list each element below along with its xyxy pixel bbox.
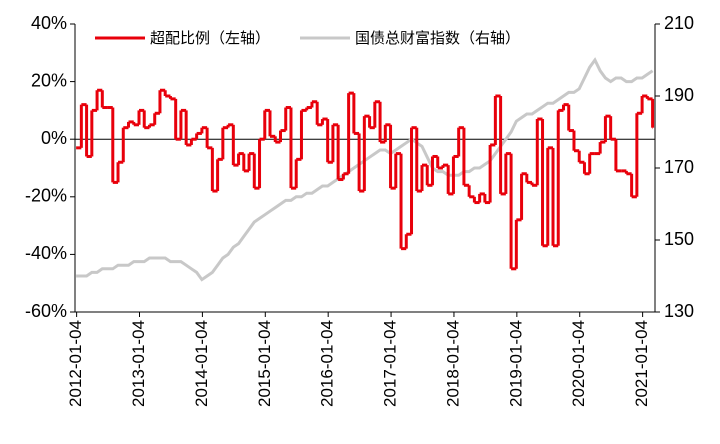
legend-label: 超配比例（左轴） <box>150 30 270 47</box>
y-tick-label: -40% <box>25 243 67 263</box>
y2-tick-label: 170 <box>664 157 694 177</box>
y-tick-label: 0% <box>41 128 67 148</box>
x-tick-label: 2012-01-04 <box>66 320 85 407</box>
series <box>76 88 655 271</box>
y2-tick-label: 130 <box>664 301 694 321</box>
y-tick-label: -60% <box>25 301 67 321</box>
x-tick-label: 2021-01-04 <box>632 320 651 407</box>
y-tick-label: 40% <box>31 13 67 33</box>
y2-tick-label: 210 <box>664 13 694 33</box>
x-tick-label: 2015-01-04 <box>255 320 274 407</box>
x-tick-label: 2016-01-04 <box>318 320 337 407</box>
y-tick-label: -20% <box>25 186 67 206</box>
legend-label: 国债总财富指数（右轴） <box>355 29 520 47</box>
y2-tick-label: 190 <box>664 85 694 105</box>
x-tick-label: 2019-01-04 <box>506 320 525 407</box>
y2-tick-label: 150 <box>664 229 694 249</box>
x-tick-label: 2020-01-04 <box>569 320 588 407</box>
y-tick-label: 20% <box>31 70 67 90</box>
x-tick-label: 2017-01-04 <box>381 320 400 407</box>
x-tick-label: 2018-01-04 <box>443 320 462 407</box>
x-tick-label: 2013-01-04 <box>129 320 148 407</box>
x-tick-label: 2014-01-04 <box>192 320 211 407</box>
